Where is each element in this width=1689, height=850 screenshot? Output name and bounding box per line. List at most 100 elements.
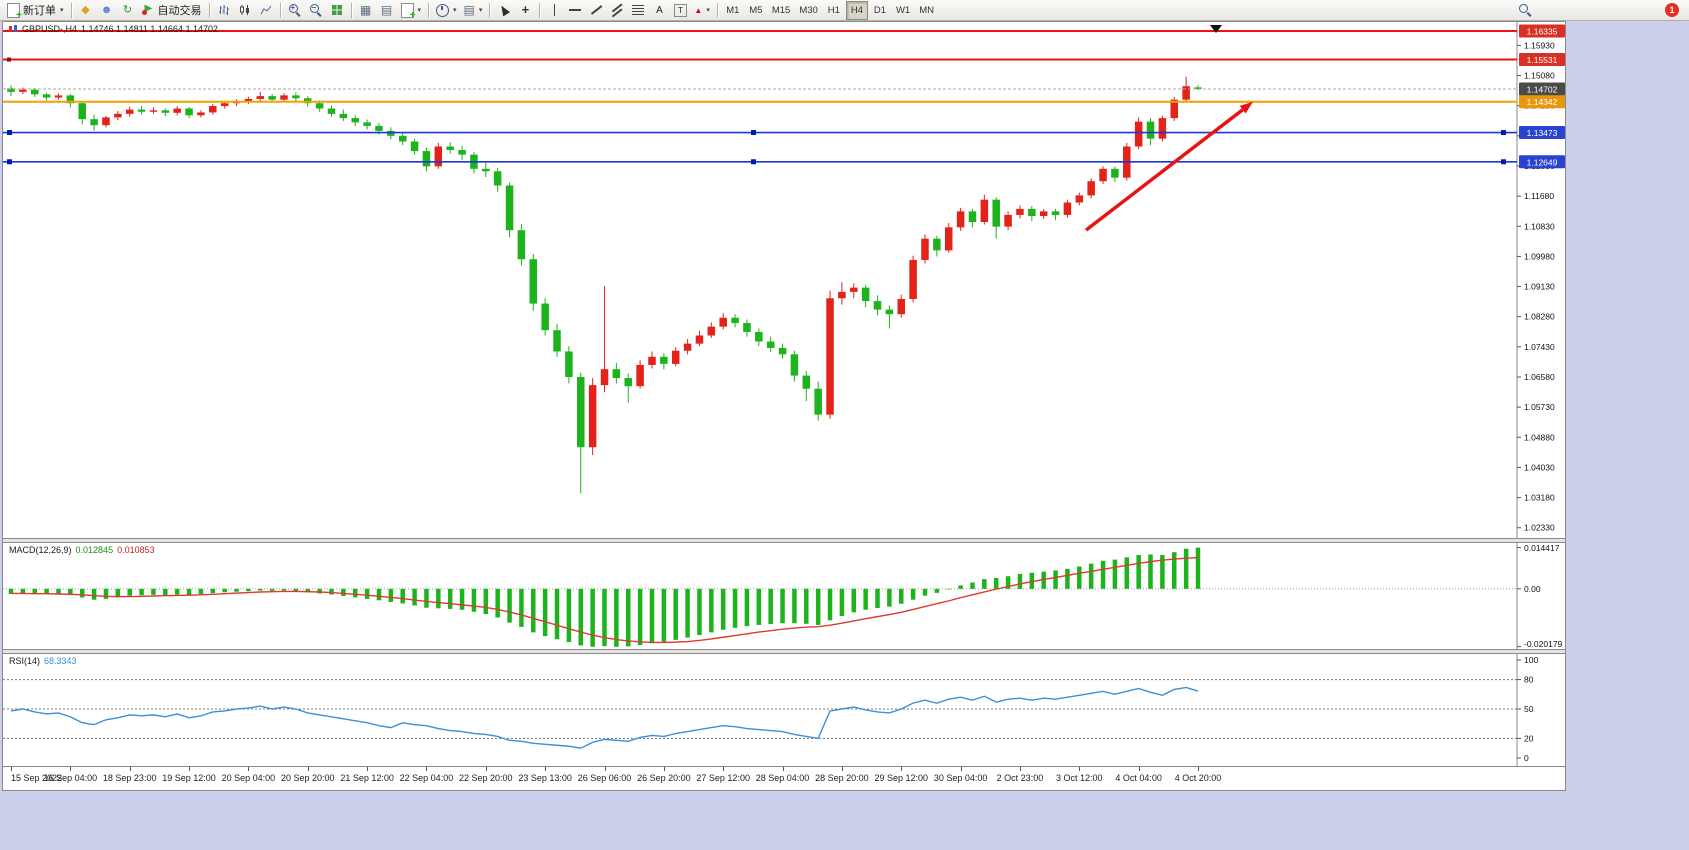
- svg-text:1.04880: 1.04880: [1524, 432, 1555, 442]
- trendline-button[interactable]: [586, 1, 606, 20]
- svg-text:1.13473: 1.13473: [1527, 128, 1558, 138]
- time-axis-tick: [307, 767, 309, 771]
- time-axis-label: 26 Sep 20:00: [637, 773, 691, 783]
- symbol-title: GBPUSD-,H4: [22, 24, 78, 34]
- timeframe-button-d1[interactable]: D1: [869, 1, 891, 20]
- time-axis-label: 19 Sep 12:00: [162, 773, 216, 783]
- clock-icon: [436, 3, 450, 17]
- cascade-windows-icon: ▤: [380, 3, 393, 17]
- timeframe-button-m15[interactable]: M15: [768, 1, 794, 20]
- time-axis-label: 29 Sep 12:00: [874, 773, 929, 783]
- macd-chart[interactable]: 0.014417 0.00 -0.020179: [3, 543, 1565, 649]
- templates-button[interactable]: ▤ ▾: [461, 1, 486, 20]
- trend-arrow-annotation[interactable]: [1084, 101, 1253, 232]
- refresh-icon: ↻: [122, 3, 133, 16]
- svg-text:80: 80: [1524, 675, 1534, 685]
- timeframe-button-mn[interactable]: MN: [915, 1, 938, 20]
- search-icon: [1519, 4, 1531, 16]
- timeframe-button-m5[interactable]: M5: [745, 1, 767, 20]
- text-icon: A: [656, 4, 663, 16]
- time-axis-tick: [782, 767, 784, 771]
- cascade-windows-button[interactable]: ▤: [377, 1, 397, 20]
- horizontal-line-button[interactable]: [565, 1, 585, 20]
- svg-text:1.03180: 1.03180: [1524, 493, 1555, 503]
- mql5-icon: ◆: [81, 3, 90, 16]
- macd-label: MACD(12,26,9) 0.012845 0.010853: [9, 545, 155, 555]
- text-label-button[interactable]: T: [670, 1, 690, 20]
- time-axis-tick: [663, 767, 665, 771]
- text-button[interactable]: A: [649, 1, 669, 20]
- svg-text:0.014417: 0.014417: [1524, 543, 1560, 553]
- time-axis-tick: [1138, 767, 1140, 771]
- new-chart-button[interactable]: + ▾: [398, 1, 425, 21]
- zoom-in-button[interactable]: +: [285, 1, 305, 20]
- svg-text:1.05730: 1.05730: [1524, 402, 1555, 412]
- svg-text:1.06580: 1.06580: [1524, 372, 1555, 382]
- time-axis-label: 26 Sep 06:00: [577, 773, 632, 783]
- rsi-pane[interactable]: 100 80 50 20 0 RSI(14) 68.3343: [3, 654, 1565, 766]
- toolbar-separator: [489, 2, 491, 18]
- new-order-label: 新订单: [23, 5, 56, 17]
- timeframe-button-h4[interactable]: H4: [845, 0, 868, 20]
- time-axis-tick: [189, 767, 191, 771]
- time-axis-tick: [841, 767, 843, 771]
- time-axis-label: 3 Oct 12:00: [1056, 773, 1103, 783]
- svg-text:1.12649: 1.12649: [1527, 157, 1558, 167]
- line-chart-icon: [260, 5, 271, 15]
- zoom-out-button[interactable]: −: [306, 1, 326, 20]
- period-button[interactable]: ▾: [433, 1, 460, 20]
- auto-trading-button[interactable]: ▶ 自动交易: [139, 1, 205, 20]
- arrows-button[interactable]: ▲ ▾: [691, 1, 712, 20]
- macd-pane[interactable]: 0.014417 0.00 -0.020179 MACD(12,26,9) 0.01…: [3, 543, 1565, 649]
- toolbar-separator: [70, 2, 72, 18]
- channel-button[interactable]: [607, 1, 627, 20]
- crosshair-button[interactable]: +: [515, 1, 535, 20]
- chevron-down-icon: ▾: [453, 7, 457, 14]
- rsi-chart[interactable]: 100 80 50 20 0: [3, 654, 1565, 766]
- cursor-button[interactable]: [494, 1, 514, 20]
- timeframe-button-w1[interactable]: W1: [892, 1, 914, 20]
- svg-text:20: 20: [1524, 733, 1534, 743]
- price-badge: 1.14342: [1519, 95, 1565, 109]
- price-chart[interactable]: 1.159301.150801.142301.133801.125301.116…: [3, 22, 1565, 538]
- fibonacci-button[interactable]: [628, 1, 648, 20]
- candlestick-chart-button[interactable]: [235, 1, 255, 20]
- new-order-icon: +: [7, 2, 22, 21]
- time-axis-tick: [960, 767, 962, 771]
- time-axis-label: 22 Sep 04:00: [399, 773, 454, 783]
- pane-splitter[interactable]: [3, 649, 1565, 654]
- timeframe-button-m30[interactable]: M30: [795, 1, 821, 20]
- search-button[interactable]: [1515, 1, 1535, 20]
- time-axis[interactable]: 15 Sep 2022 16 Sep 04:00 18 Sep 23:00 19 Se…: [3, 766, 1565, 789]
- svg-text:1.15930: 1.15930: [1524, 40, 1555, 50]
- bar-chart-button[interactable]: [214, 1, 234, 20]
- new-order-button[interactable]: + 新订单 ▾: [4, 1, 67, 21]
- price-badge: 1.12649: [1519, 155, 1565, 169]
- vertical-line-button[interactable]: [544, 1, 564, 20]
- time-axis-tick: [11, 767, 12, 771]
- line-chart-button[interactable]: [256, 1, 276, 20]
- notification-badge[interactable]: 1: [1665, 3, 1679, 17]
- auto-trading-icon: ▶: [141, 3, 155, 16]
- svg-text:1.02330: 1.02330: [1524, 523, 1555, 533]
- refresh-button[interactable]: ↻: [118, 1, 138, 20]
- tile-windows-button[interactable]: [327, 1, 347, 20]
- community-button[interactable]: ☻: [97, 1, 117, 20]
- mql5-button[interactable]: ◆: [76, 1, 96, 20]
- timeframe-button-h1[interactable]: H1: [823, 1, 845, 20]
- time-axis-tick: [604, 767, 606, 771]
- chart-shift-marker[interactable]: [1210, 25, 1222, 33]
- time-axis-label: 4 Oct 20:00: [1174, 773, 1222, 783]
- price-badge: 1.13473: [1519, 126, 1565, 140]
- horizontal-line-icon: [569, 9, 582, 11]
- pane-splitter[interactable]: [3, 538, 1565, 543]
- arrange-windows-button[interactable]: ▦: [356, 1, 376, 20]
- svg-text:1.15531: 1.15531: [1527, 55, 1558, 65]
- tile-windows-icon: [331, 5, 342, 15]
- macd-signal-value: 0.010853: [117, 545, 155, 555]
- time-axis-tick: [545, 767, 547, 771]
- zoom-in-icon: +: [288, 3, 301, 16]
- svg-text:1.10830: 1.10830: [1524, 221, 1555, 231]
- price-pane[interactable]: 1.159301.150801.142301.133801.125301.116…: [3, 22, 1565, 538]
- timeframe-button-m1[interactable]: M1: [722, 1, 744, 20]
